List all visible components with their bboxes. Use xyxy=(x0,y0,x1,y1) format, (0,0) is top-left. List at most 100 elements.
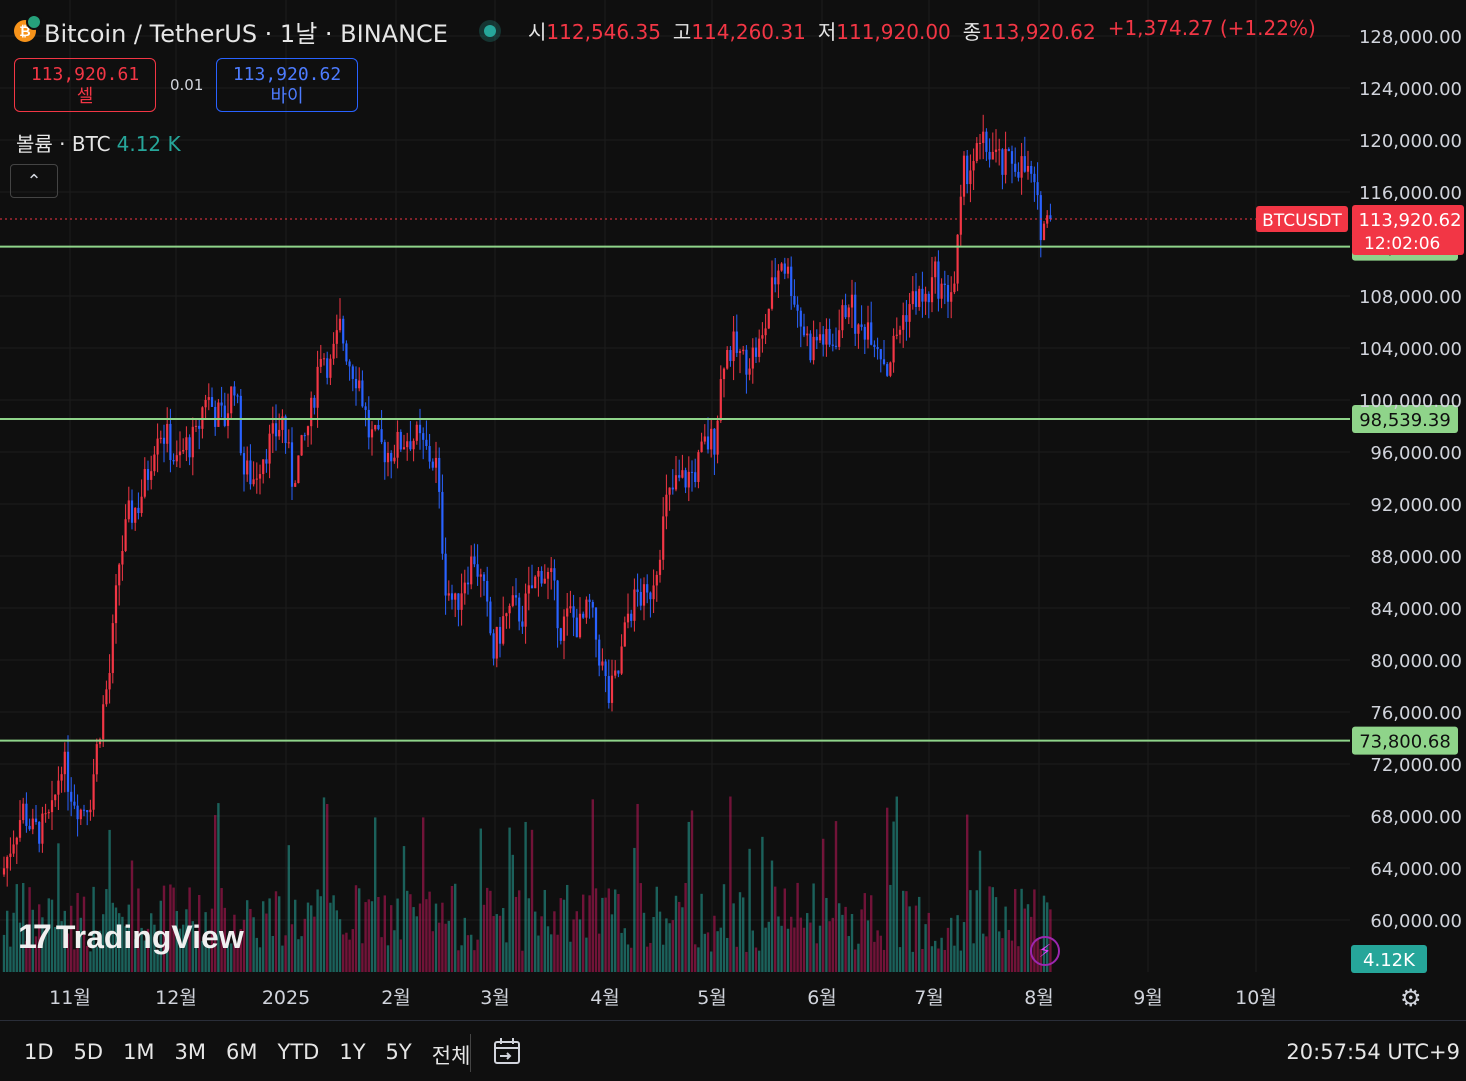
volume-bar xyxy=(95,946,98,972)
candle-body xyxy=(406,441,409,448)
bitcoin-icon: ₿ xyxy=(14,14,42,42)
candle-body xyxy=(825,328,828,345)
candle-body xyxy=(489,601,492,634)
candle-body xyxy=(242,453,246,475)
candle-body xyxy=(345,343,348,362)
candle-body xyxy=(905,315,908,322)
y-tick-label: 128,000.00 xyxy=(1359,27,1462,48)
candle-body xyxy=(258,474,262,479)
candle-body xyxy=(505,613,508,617)
candle-body xyxy=(348,361,351,367)
candle-body xyxy=(569,606,572,609)
volume-bar xyxy=(182,924,185,972)
range-all[interactable]: 전체 xyxy=(431,1044,471,1068)
volume-bar xyxy=(28,887,31,972)
volume-bar xyxy=(258,947,262,972)
buy-button[interactable]: 113,920.62 바이 xyxy=(216,58,358,112)
line-price-badge xyxy=(1352,726,1458,755)
volume-bar xyxy=(118,913,121,972)
range-1d[interactable]: 1D xyxy=(24,1040,54,1064)
volume-bar xyxy=(47,898,50,972)
volume-legend[interactable]: 볼륨 · BTC 4.12 K xyxy=(16,128,181,157)
calendar-goto-icon[interactable] xyxy=(492,1036,522,1066)
volume-bar xyxy=(457,950,460,972)
volume-bar xyxy=(866,920,870,972)
volume-bar xyxy=(150,913,153,972)
y-tick-label: 80,000.00 xyxy=(1370,651,1462,672)
candle-body xyxy=(863,326,866,340)
candle-body xyxy=(425,439,428,447)
candle-body xyxy=(822,334,825,345)
candle-body xyxy=(306,426,310,436)
candle-body xyxy=(761,335,764,339)
gear-icon[interactable]: ⚙ xyxy=(1400,984,1422,1012)
volume-bar xyxy=(530,829,534,972)
bottom-toolbar xyxy=(0,1020,1466,1081)
range-1y[interactable]: 1Y xyxy=(339,1040,366,1064)
candle-body xyxy=(422,433,425,440)
chart-header: ₿ Bitcoin / TetherUS · 1날 · BINANCE xyxy=(14,14,514,48)
candle-body xyxy=(102,704,105,740)
volume-bar xyxy=(911,951,914,972)
volume-bar xyxy=(79,917,82,972)
volume-bar xyxy=(710,951,713,972)
range-6m[interactable]: 6M xyxy=(226,1040,258,1064)
y-tick-label: 120,000.00 xyxy=(1359,131,1462,152)
volume-bar xyxy=(937,948,940,972)
candle-body xyxy=(668,487,671,495)
candle-body xyxy=(1023,156,1026,172)
candle-body xyxy=(924,293,927,302)
candle-body xyxy=(156,438,159,455)
volume-bar xyxy=(454,883,457,972)
candle-body xyxy=(265,459,268,464)
candle-body xyxy=(466,582,470,585)
candle-body xyxy=(828,328,831,345)
candle-body xyxy=(860,324,863,327)
sell-button[interactable]: 113,920.61 셀 xyxy=(14,58,156,112)
candle-body xyxy=(246,460,249,475)
volume-bar xyxy=(281,945,284,972)
volume-bar xyxy=(735,946,738,972)
volume-bar xyxy=(975,890,978,972)
volume-bar xyxy=(502,908,505,972)
candle-body xyxy=(671,487,674,490)
volume-bar xyxy=(428,891,431,972)
volume-bar xyxy=(802,927,806,972)
volume-bar xyxy=(111,902,114,972)
volume-bar xyxy=(892,821,895,972)
spread-value: 0.01 xyxy=(170,76,204,94)
volume-bar xyxy=(994,897,998,972)
candle-body xyxy=(886,364,889,376)
candle-body xyxy=(460,593,463,610)
candle-body xyxy=(806,333,809,336)
chevron-up-icon[interactable]: ⌃ xyxy=(10,164,58,198)
volume-bar xyxy=(476,939,479,972)
candle-body xyxy=(239,395,242,454)
candle-body xyxy=(617,670,620,674)
candle-body xyxy=(143,469,146,497)
clock[interactable]: 20:57:54 UTC+9 xyxy=(1286,1040,1460,1064)
lightning-icon[interactable]: ⚡ xyxy=(1030,936,1060,966)
candle-body xyxy=(950,292,953,302)
volume-bar xyxy=(89,951,92,972)
range-1m[interactable]: 1M xyxy=(123,1040,155,1064)
candle-body xyxy=(374,424,377,430)
candle-body xyxy=(639,591,642,606)
range-5d[interactable]: 5D xyxy=(73,1040,104,1064)
line-price-label: 73,800.68 xyxy=(1359,732,1451,753)
candle-body xyxy=(780,263,783,271)
symbol-title[interactable]: Bitcoin / TetherUS · 1날 · BINANCE xyxy=(44,19,448,48)
candle-body xyxy=(652,585,655,600)
volume-bar xyxy=(818,925,822,972)
range-3m[interactable]: 3M xyxy=(174,1040,207,1064)
range-ytd[interactable]: YTD xyxy=(277,1040,320,1064)
volume-bar xyxy=(825,897,828,972)
candle-body xyxy=(962,155,966,197)
volume-bar xyxy=(703,933,706,972)
range-5y[interactable]: 5Y xyxy=(385,1040,412,1064)
candle-body xyxy=(994,149,998,152)
x-tick-label: 11월 xyxy=(49,987,91,1009)
candle-body xyxy=(34,818,38,822)
volume-bar xyxy=(841,914,844,972)
volume-label: 볼륨 · BTC xyxy=(16,132,111,156)
